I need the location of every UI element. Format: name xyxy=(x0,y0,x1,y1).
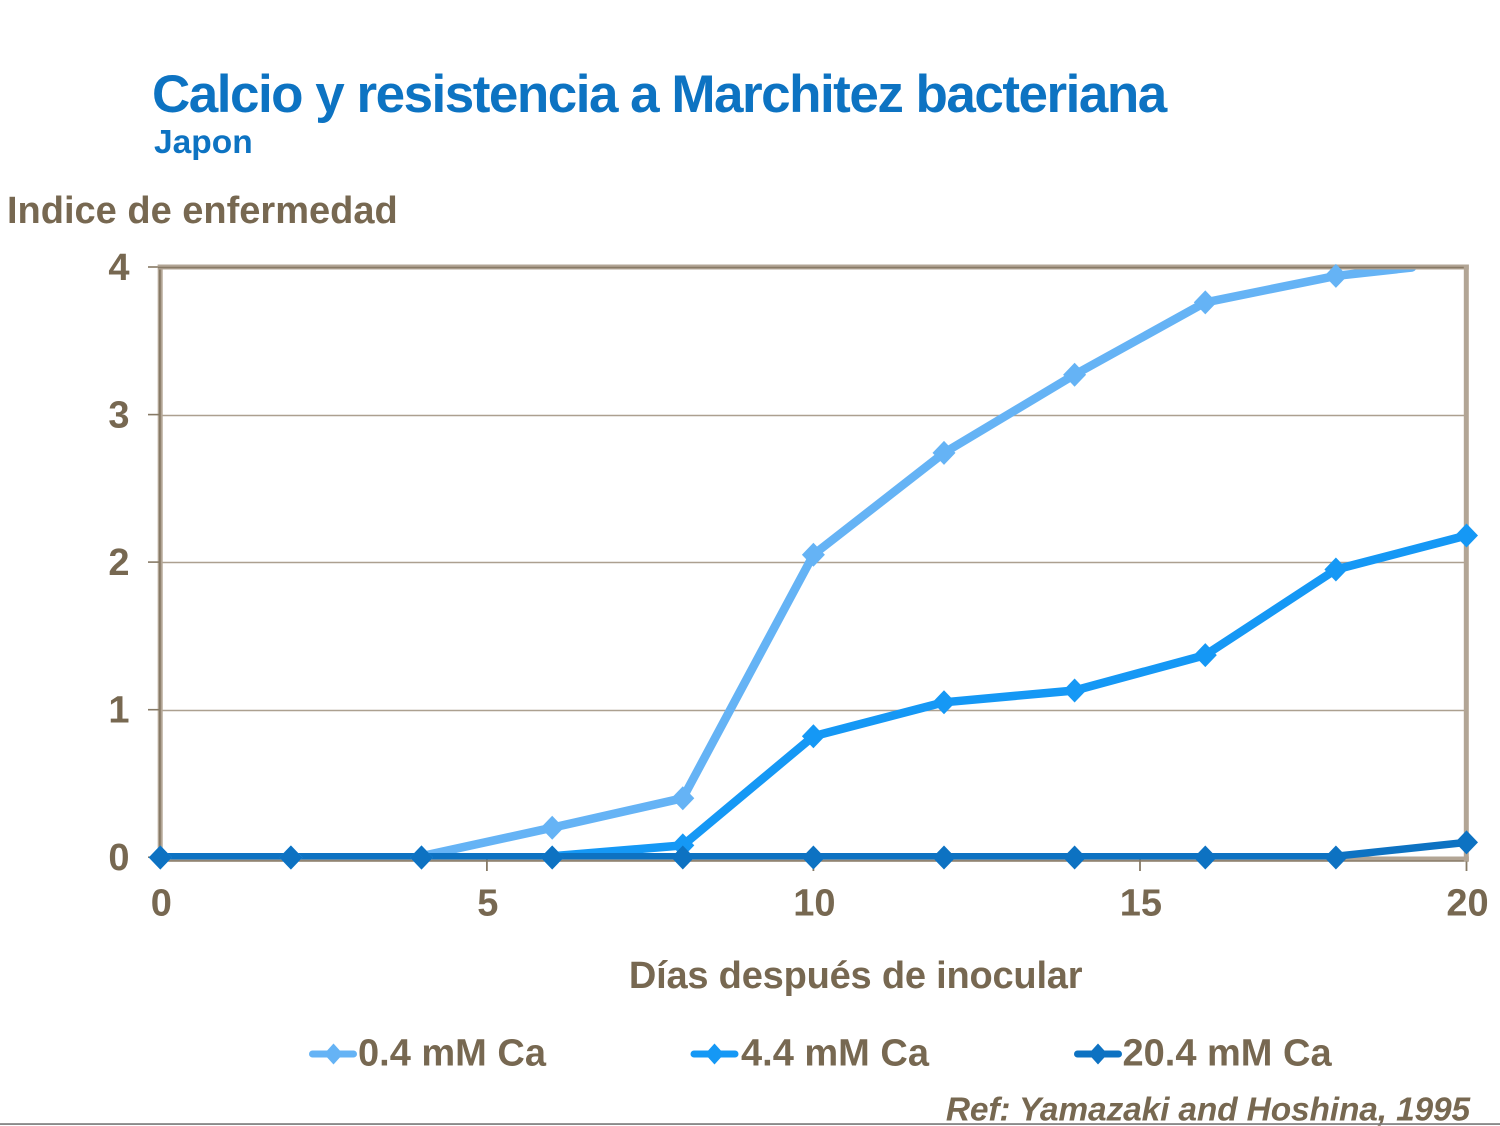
svg-text:5: 5 xyxy=(477,883,498,925)
svg-text:15: 15 xyxy=(1120,883,1162,925)
svg-text:4: 4 xyxy=(108,247,129,289)
svg-text:Ref: Yamazaki and Hoshina, 199: Ref: Yamazaki and Hoshina, 1995 xyxy=(946,1092,1472,1126)
svg-text:1: 1 xyxy=(108,690,129,732)
svg-text:4.4 mM Ca: 4.4 mM Ca xyxy=(741,1032,930,1074)
svg-text:0.4 mM Ca: 0.4 mM Ca xyxy=(358,1032,547,1074)
svg-text:10: 10 xyxy=(793,883,835,925)
svg-text:3: 3 xyxy=(108,395,129,437)
svg-text:20.4 mM Ca: 20.4 mM Ca xyxy=(1123,1032,1333,1074)
svg-text:Indice de enfermedad: Indice de enfermedad xyxy=(7,190,398,232)
svg-text:0: 0 xyxy=(151,883,172,925)
svg-text:2: 2 xyxy=(108,542,129,584)
svg-text:Días después de inocular: Días después de inocular xyxy=(629,955,1083,997)
svg-text:0: 0 xyxy=(108,837,129,879)
svg-text:Japon: Japon xyxy=(154,124,253,161)
svg-text:20: 20 xyxy=(1446,883,1488,925)
svg-text:Calcio y resistencia a Marchit: Calcio y resistencia a Marchitez bacteri… xyxy=(152,65,1168,124)
